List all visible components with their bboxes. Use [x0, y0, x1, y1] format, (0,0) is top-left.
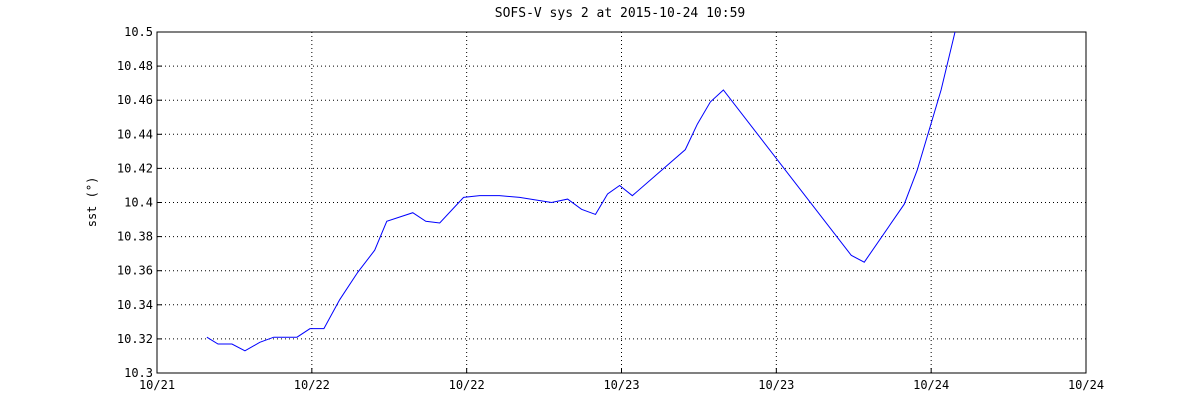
- y-tick-label: 10.32: [117, 332, 153, 346]
- y-tick-label: 10.4: [124, 196, 153, 210]
- y-tick-label: 10.48: [117, 59, 153, 73]
- x-tick-label: 10/23: [603, 378, 639, 392]
- y-tick-label: 10.44: [117, 127, 153, 141]
- x-tick-label: 10/22: [449, 378, 485, 392]
- chart-title: SOFS-V sys 2 at 2015-10-24 10:59: [495, 6, 745, 21]
- y-tick-label: 10.38: [117, 230, 153, 244]
- y-tick-label: 10.5: [124, 25, 153, 39]
- data-line: [206, 32, 956, 352]
- x-tick-label: 10/24: [913, 378, 949, 392]
- y-tick-label: 10.34: [117, 298, 153, 312]
- y-tick-label: 10.46: [117, 93, 153, 107]
- x-tick-label: 10/22: [294, 378, 330, 392]
- x-tick-label: 10/23: [758, 378, 794, 392]
- y-tick-label: 10.36: [117, 264, 153, 278]
- y-tick-label: 10.42: [117, 161, 153, 175]
- x-tick-label: 10/21: [139, 378, 175, 392]
- y-tick-label: 10.3: [124, 366, 153, 380]
- x-tick-label: 10/24: [1068, 378, 1104, 392]
- plot-border: [156, 31, 1087, 374]
- y-axis-label: sst (°): [85, 177, 99, 228]
